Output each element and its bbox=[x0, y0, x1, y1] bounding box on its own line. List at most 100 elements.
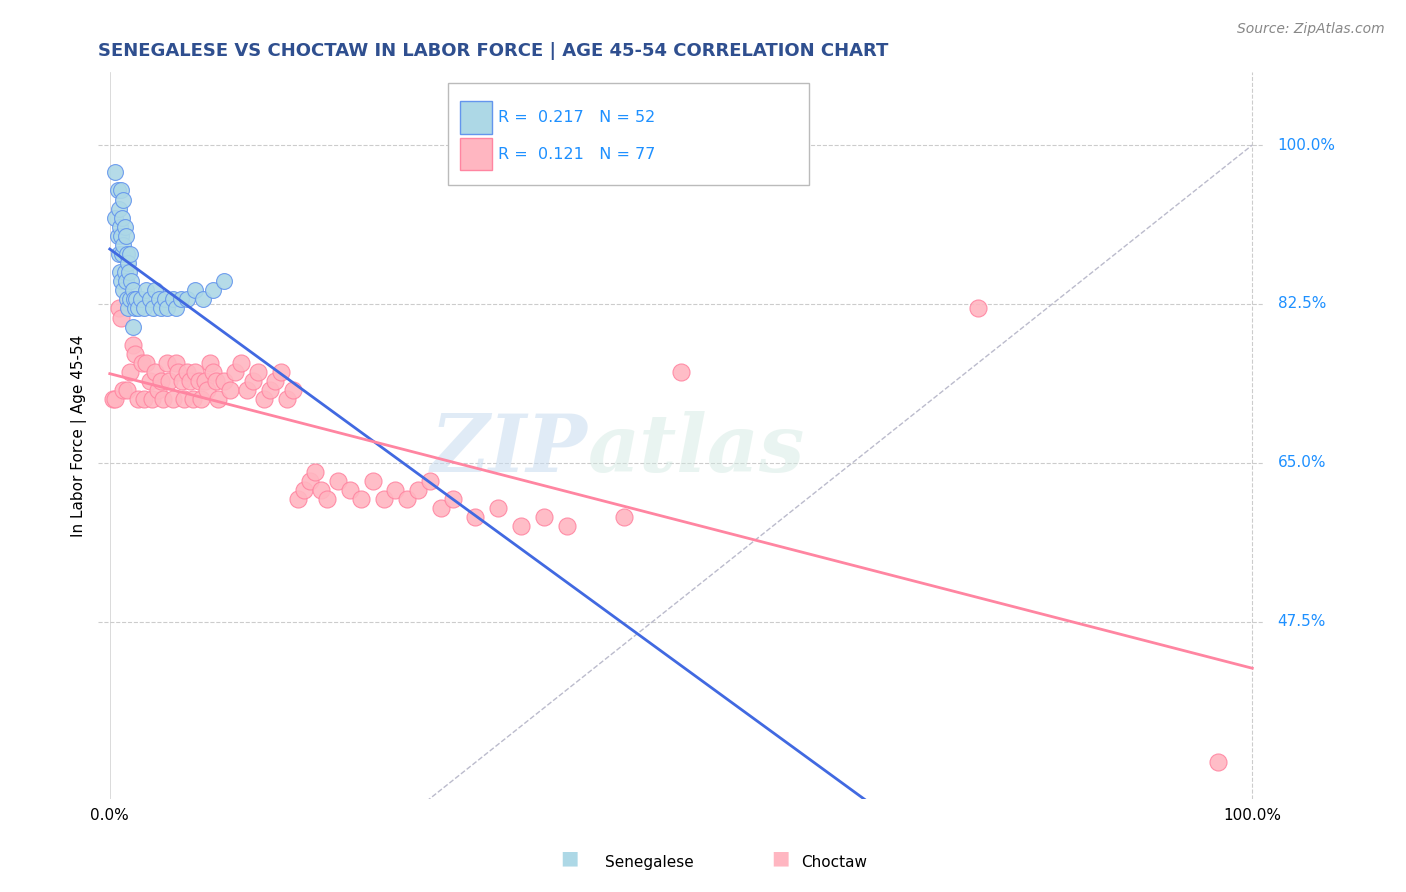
Text: 82.5%: 82.5% bbox=[1278, 296, 1326, 311]
Point bbox=[253, 392, 276, 407]
Point bbox=[613, 510, 636, 524]
Point bbox=[350, 492, 373, 507]
Point bbox=[165, 356, 187, 370]
Text: Choctaw: Choctaw bbox=[801, 855, 868, 870]
Point bbox=[298, 474, 321, 488]
Point bbox=[292, 483, 315, 497]
Point bbox=[104, 211, 127, 225]
Point bbox=[195, 383, 218, 397]
Point bbox=[117, 301, 139, 316]
Point bbox=[110, 310, 132, 325]
Point bbox=[127, 301, 149, 316]
Point bbox=[236, 383, 259, 397]
Point bbox=[170, 374, 193, 388]
Point bbox=[406, 483, 429, 497]
Text: ZIP: ZIP bbox=[430, 411, 588, 489]
Point bbox=[384, 483, 406, 497]
Point bbox=[205, 374, 228, 388]
Point bbox=[247, 365, 270, 379]
Point bbox=[510, 519, 533, 533]
Point bbox=[150, 374, 173, 388]
Point bbox=[112, 283, 135, 297]
Text: Source: ZipAtlas.com: Source: ZipAtlas.com bbox=[1237, 22, 1385, 37]
Point bbox=[194, 374, 217, 388]
Text: R =  0.217   N = 52: R = 0.217 N = 52 bbox=[498, 110, 655, 125]
Point bbox=[153, 293, 176, 307]
Point bbox=[173, 392, 195, 407]
Point bbox=[190, 392, 212, 407]
Point bbox=[212, 374, 235, 388]
Point bbox=[555, 519, 578, 533]
Point bbox=[135, 283, 157, 297]
Point bbox=[276, 392, 298, 407]
Point bbox=[124, 347, 146, 361]
Text: Senegalese: Senegalese bbox=[605, 855, 693, 870]
Point bbox=[162, 293, 184, 307]
Point bbox=[115, 247, 138, 261]
Point bbox=[115, 383, 138, 397]
Point bbox=[156, 356, 179, 370]
Point bbox=[139, 293, 162, 307]
Point bbox=[127, 392, 149, 407]
Point bbox=[104, 165, 127, 179]
Point bbox=[339, 483, 361, 497]
Point bbox=[122, 293, 145, 307]
Point bbox=[132, 392, 155, 407]
Point bbox=[111, 247, 134, 261]
Point bbox=[120, 365, 142, 379]
Point bbox=[115, 293, 138, 307]
Point bbox=[150, 301, 173, 316]
Y-axis label: In Labor Force | Age 45-54: In Labor Force | Age 45-54 bbox=[72, 334, 87, 537]
Point bbox=[152, 392, 174, 407]
Point bbox=[156, 301, 179, 316]
Point bbox=[142, 301, 165, 316]
Point bbox=[112, 193, 135, 207]
Point bbox=[395, 492, 418, 507]
Point bbox=[169, 293, 191, 307]
Text: ■: ■ bbox=[770, 848, 790, 867]
Point bbox=[139, 374, 162, 388]
Point bbox=[125, 293, 148, 307]
FancyBboxPatch shape bbox=[449, 83, 810, 185]
Point bbox=[145, 283, 167, 297]
Point bbox=[669, 365, 692, 379]
Point bbox=[129, 293, 152, 307]
Point bbox=[181, 392, 204, 407]
Point bbox=[103, 392, 125, 407]
Point bbox=[176, 293, 198, 307]
Point bbox=[110, 184, 132, 198]
Point bbox=[114, 228, 136, 243]
Point bbox=[157, 374, 180, 388]
Point bbox=[114, 274, 136, 288]
Point bbox=[118, 265, 141, 279]
Point bbox=[430, 501, 453, 516]
Point bbox=[141, 392, 163, 407]
Point bbox=[242, 374, 264, 388]
Point bbox=[218, 383, 240, 397]
Point bbox=[111, 211, 134, 225]
Point bbox=[117, 256, 139, 270]
Point bbox=[201, 283, 224, 297]
Point bbox=[259, 383, 281, 397]
Point bbox=[200, 356, 222, 370]
Point bbox=[121, 319, 143, 334]
Point bbox=[114, 219, 136, 234]
Point bbox=[419, 474, 441, 488]
Point bbox=[270, 365, 292, 379]
Point bbox=[114, 265, 136, 279]
Point bbox=[107, 184, 129, 198]
Point bbox=[184, 365, 207, 379]
Point bbox=[121, 274, 143, 288]
Point bbox=[104, 392, 127, 407]
Point bbox=[108, 265, 131, 279]
FancyBboxPatch shape bbox=[460, 102, 492, 134]
Point bbox=[146, 383, 169, 397]
Point bbox=[533, 510, 555, 524]
Point bbox=[315, 492, 337, 507]
Point bbox=[176, 365, 198, 379]
Point bbox=[193, 293, 215, 307]
Text: R =  0.121   N = 77: R = 0.121 N = 77 bbox=[498, 147, 655, 162]
Point bbox=[212, 274, 235, 288]
Point bbox=[132, 301, 155, 316]
Point bbox=[201, 365, 224, 379]
